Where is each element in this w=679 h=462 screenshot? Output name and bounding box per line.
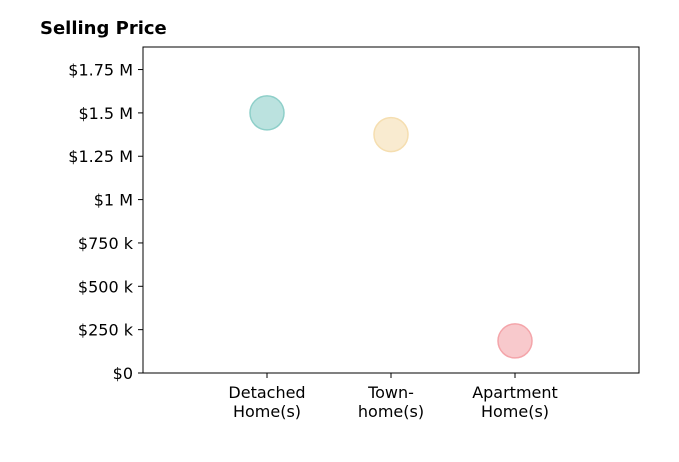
- y-tick-label: $750 k: [78, 234, 134, 253]
- x-tick-label-line: Detached: [228, 383, 305, 402]
- x-tick-label: Detached Home(s): [228, 383, 305, 421]
- x-tick-label-line: Town-: [367, 383, 414, 402]
- y-tick-label: $1.25 M: [68, 147, 133, 166]
- x-axis: Detached Home(s)Town-home(s)Apartment Home…: [228, 373, 558, 421]
- x-tick-label: Town-home(s): [358, 383, 424, 421]
- y-axis: $0 $250 k $500 k $750 k $1 M $1.25 M $1.5 M $1.…: [68, 61, 143, 383]
- y-tick-label: $0: [113, 364, 133, 383]
- x-tick-label-line: Home(s): [481, 402, 549, 421]
- y-tick-label: $250 k: [78, 321, 134, 340]
- y-tick-label: $1 M: [94, 191, 133, 210]
- data-point: [249, 95, 285, 131]
- x-tick-label-line: home(s): [358, 402, 424, 421]
- data-point: [497, 323, 533, 359]
- x-tick-label-line: Apartment: [472, 383, 558, 402]
- x-tick-label-line: Home(s): [233, 402, 301, 421]
- y-tick-label: $1.5 M: [78, 104, 133, 123]
- data-point: [373, 116, 409, 153]
- y-tick-label: $1.75 M: [68, 61, 133, 80]
- y-tick-label: $500 k: [78, 277, 134, 296]
- x-tick-label: Apartment Home(s): [472, 383, 558, 421]
- plot-area-frame: [142, 46, 640, 374]
- chart-title: Selling Price: [40, 18, 167, 39]
- data-points: [249, 95, 533, 359]
